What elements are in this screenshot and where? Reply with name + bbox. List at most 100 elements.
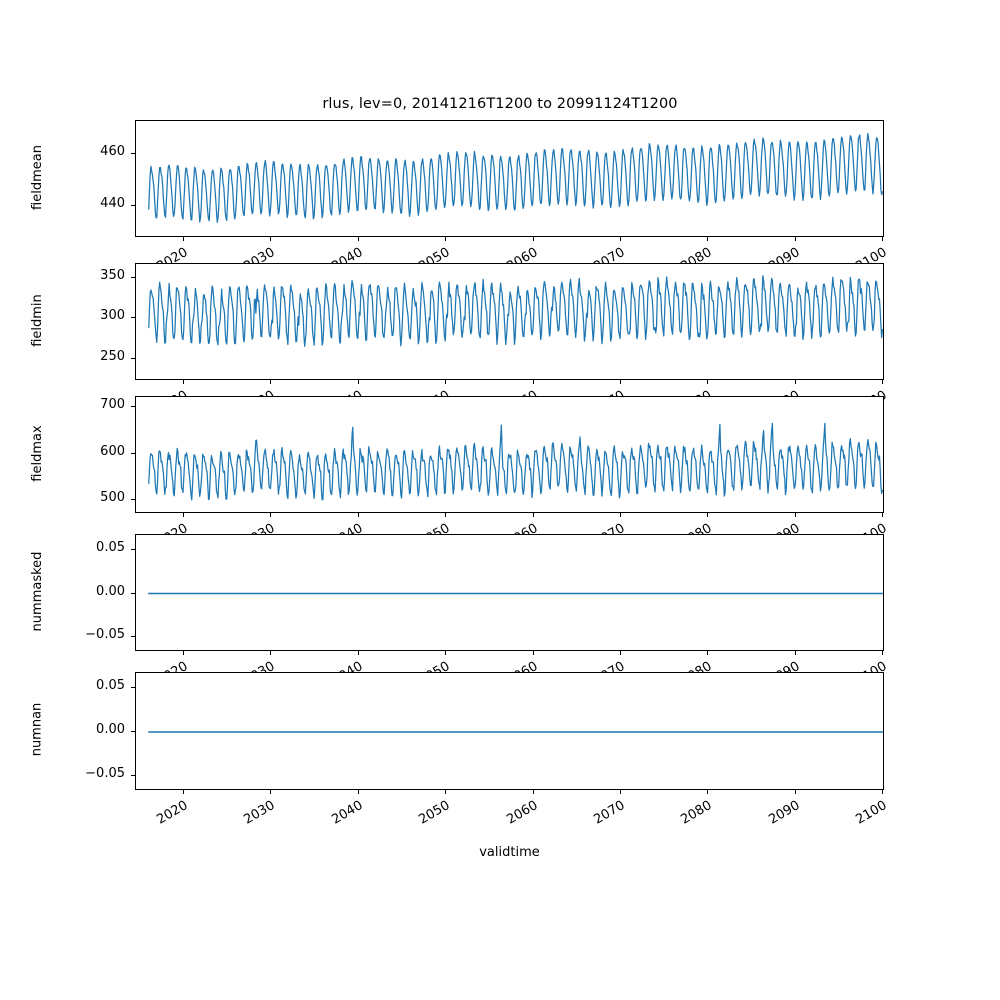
x-tick-mark [620,790,621,794]
y-tick-label: 700 [100,397,125,413]
x-tick-mark [445,651,446,655]
x-tick-label: 2090 [766,798,803,828]
x-tick-label: 2040 [329,798,366,828]
y-axis-label-fieldmax: fieldmax [29,424,45,482]
x-tick-mark [620,651,621,655]
x-tick-mark [358,513,359,517]
y-tick-label: 460 [100,143,125,159]
x-tick-mark [795,790,796,794]
x-tick-mark [620,380,621,384]
x-tick-mark [183,380,184,384]
x-tick-mark [183,513,184,517]
x-tick-mark [358,380,359,384]
y-tick-mark [131,731,135,732]
x-tick-mark [270,790,271,794]
x-tick-mark [533,790,534,794]
x-tick-mark [270,237,271,241]
x-axis-label: validtime [479,845,540,860]
y-tick-label: 350 [100,268,125,284]
y-tick-label: −0.05 [85,765,125,781]
plot-panel-fieldmin [135,263,884,380]
x-tick-mark [882,380,883,384]
y-tick-mark [131,317,135,318]
x-tick-mark [358,651,359,655]
x-tick-mark [795,651,796,655]
y-tick-mark [131,277,135,278]
y-tick-label: 250 [100,348,125,364]
x-tick-mark [882,790,883,794]
data-line-fieldmin [148,275,883,347]
x-tick-mark [270,380,271,384]
x-tick-mark [707,513,708,517]
x-tick-mark [707,380,708,384]
y-tick-mark [131,406,135,407]
x-tick-mark [358,790,359,794]
x-tick-mark [533,513,534,517]
x-tick-mark [183,790,184,794]
y-tick-label: 500 [100,490,125,506]
x-tick-label: 2020 [154,798,191,828]
x-tick-mark [795,380,796,384]
x-tick-mark [183,651,184,655]
data-line-fieldmean [148,132,883,223]
plot-panel-fieldmean [135,120,884,237]
x-tick-mark [445,790,446,794]
x-tick-mark [445,380,446,384]
y-tick-label: −0.05 [85,626,125,642]
x-tick-label: 2030 [241,798,278,828]
data-line-nummasked [147,592,883,595]
data-line-fieldmax [148,422,883,501]
y-tick-label: 300 [100,308,125,324]
x-tick-mark [882,237,883,241]
x-tick-mark [358,237,359,241]
y-tick-mark [131,636,135,637]
y-tick-label: 0.05 [96,678,125,694]
y-tick-mark [131,549,135,550]
x-tick-mark [620,237,621,241]
x-tick-mark [183,237,184,241]
y-tick-mark [131,499,135,500]
x-tick-mark [620,513,621,517]
x-tick-mark [707,790,708,794]
x-tick-mark [707,651,708,655]
x-tick-mark [445,513,446,517]
y-tick-mark [131,358,135,359]
x-tick-mark [533,380,534,384]
plot-panel-fieldmax [135,396,884,513]
x-tick-mark [795,237,796,241]
x-tick-label: 2070 [591,798,628,828]
y-tick-mark [131,593,135,594]
x-tick-mark [533,651,534,655]
y-tick-mark [131,205,135,206]
x-tick-label: 2060 [503,798,541,828]
x-tick-mark [707,237,708,241]
y-tick-mark [131,453,135,454]
plot-panel-numnan [135,672,884,790]
y-tick-mark [131,775,135,776]
y-axis-label-nummasked: nummasked [29,551,45,631]
y-tick-label: 0.05 [96,540,125,556]
x-tick-mark [445,237,446,241]
y-axis-label-numnan: numnan [29,702,45,757]
y-axis-label-fieldmin: fieldmin [29,293,45,347]
x-tick-mark [533,237,534,241]
y-tick-label: 440 [100,196,125,212]
x-tick-mark [882,513,883,517]
x-tick-label: 2050 [416,798,453,828]
x-tick-mark [882,651,883,655]
x-tick-label: 2100 [853,798,890,828]
y-tick-mark [131,153,135,154]
x-tick-mark [270,651,271,655]
y-tick-label: 0.00 [96,722,125,737]
y-tick-label: 0.00 [96,583,125,599]
x-tick-mark [795,513,796,517]
y-axis-label-fieldmean: fieldmean [29,144,45,210]
data-line-numnan [147,731,883,733]
y-tick-mark [131,687,135,688]
y-tick-label: 600 [100,443,125,459]
plot-panel-nummasked [135,534,884,651]
x-tick-label: 2080 [678,798,715,828]
figure-title: rlus, lev=0, 20141216T1200 to 20991124T1… [322,96,678,112]
x-tick-mark [270,513,271,517]
